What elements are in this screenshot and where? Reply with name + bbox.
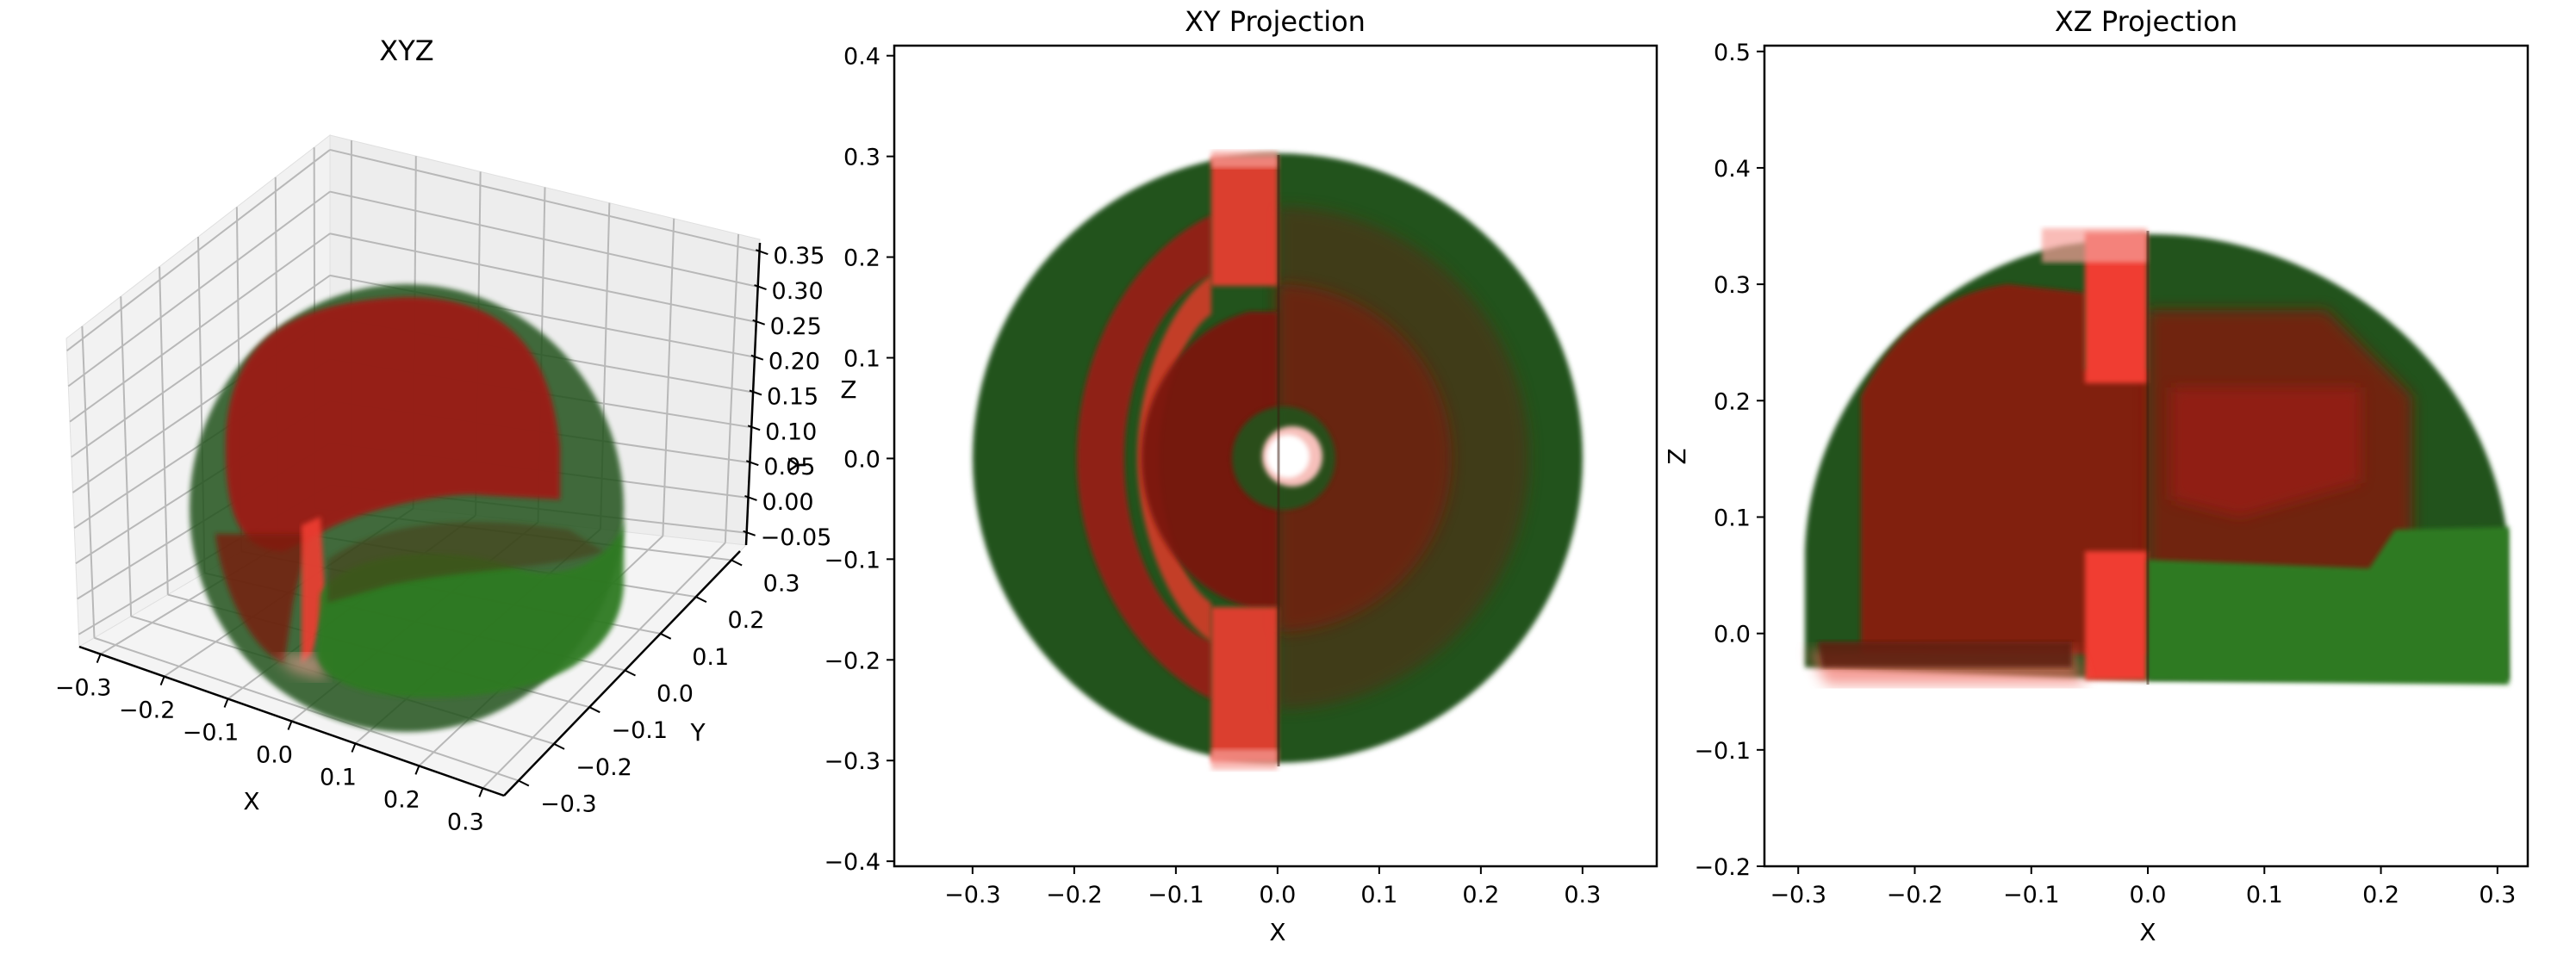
xy-x-label: X — [1269, 918, 1285, 946]
x-tick-label: 0.2 — [2362, 882, 2399, 908]
y-tick-label: 0.4 — [1714, 156, 1751, 183]
xyz-title: XYZ — [379, 34, 433, 67]
xyz-z-tick-label: 0.00 — [762, 489, 813, 516]
xyz-x-tick-label: 0.2 — [383, 786, 420, 813]
xz-title: XZ Projection — [2055, 5, 2237, 38]
xyz-x-tick-label: 0.3 — [447, 809, 484, 835]
xyz-z-tick-label: 0.25 — [770, 313, 822, 340]
xz-y-label: Z — [1663, 448, 1691, 464]
xyz-3d-plot: XYZ −0.3− — [55, 34, 857, 835]
xz-x-label: X — [2139, 918, 2156, 946]
xyz-x-tick-label: −0.3 — [55, 675, 112, 702]
x-tick-label: −0.2 — [1046, 882, 1103, 908]
xyz-y-tick-label: −0.3 — [540, 791, 597, 818]
xyz-y-tick-label: −0.2 — [576, 754, 632, 781]
xy-ticks: −0.3 −0.2 −0.1 0.0 0.1 0.2 0.3 −0.4 −0.3 −0.2 −0.1… — [824, 44, 1601, 908]
xyz-x-tick-label: 0.0 — [256, 742, 293, 769]
xyz-z-axis — [744, 242, 762, 546]
xz-point-cloud — [1805, 228, 2509, 685]
x-tick-label: 0.3 — [2479, 882, 2516, 908]
xyz-point-cloud — [190, 284, 624, 732]
y-tick-label: 0.0 — [843, 446, 880, 473]
xyz-x-tick-label: −0.2 — [119, 698, 176, 724]
xyz-z-tick-label: 0.05 — [763, 454, 815, 480]
xyz-x-tick-label: 0.1 — [320, 764, 357, 790]
y-tick-label: 0.2 — [1714, 388, 1751, 415]
xyz-z-label: Z — [840, 375, 856, 404]
xyz-z-tick-label: −0.05 — [761, 524, 832, 551]
y-tick-label: 0.2 — [843, 245, 880, 272]
x-tick-label: −0.3 — [1770, 882, 1826, 908]
xyz-z-tick-label: 0.35 — [773, 243, 824, 270]
x-tick-label: 0.1 — [2246, 882, 2283, 908]
xyz-ticks: −0.3−0.2−0.10.00.10.20.3−0.3−0.2−0.10.00… — [55, 243, 832, 835]
x-tick-label: −0.2 — [1887, 882, 1944, 908]
y-tick-label: 0.0 — [1714, 622, 1751, 648]
y-tick-label: −0.1 — [1694, 738, 1751, 765]
xy-point-cloud — [973, 151, 1583, 770]
xyz-y-tick-label: 0.0 — [656, 681, 694, 708]
y-tick-label: 0.3 — [1714, 272, 1751, 299]
x-tick-label: −0.1 — [2003, 882, 2060, 908]
x-tick-label: −0.1 — [1148, 882, 1204, 908]
y-tick-label: −0.2 — [1694, 854, 1751, 881]
y-tick-label: −0.3 — [824, 748, 880, 775]
y-tick-label: −0.4 — [824, 849, 880, 876]
xyz-y-tick-label: 0.2 — [727, 607, 764, 634]
xyz-y-axis — [503, 550, 741, 797]
xyz-y-tick-label: 0.3 — [763, 570, 800, 597]
xyz-z-tick-label: 0.30 — [772, 278, 824, 305]
x-tick-label: −0.3 — [944, 882, 1001, 908]
x-tick-label: 0.1 — [1360, 882, 1397, 908]
y-tick-label: 0.1 — [1714, 505, 1751, 531]
xyz-z-tick-label: 0.20 — [768, 349, 820, 375]
x-tick-label: 0.2 — [1462, 882, 1499, 908]
y-tick-label: 0.5 — [1714, 40, 1751, 66]
xy-y-label: Y — [783, 457, 812, 474]
xy-title: XY Projection — [1185, 5, 1366, 38]
xyz-z-tick-label: 0.15 — [767, 384, 818, 411]
xz-ticks: −0.3 −0.2 −0.1 0.0 0.1 0.2 0.3 −0.2 −0.1 0.0 0.1 0.… — [1694, 40, 2516, 908]
y-tick-label: −0.2 — [824, 648, 880, 674]
xy-axes-frame — [893, 44, 1658, 868]
xyz-x-label: X — [243, 787, 259, 815]
y-tick-label: 0.1 — [843, 345, 880, 372]
x-tick-label: 0.3 — [1564, 882, 1601, 908]
xy-projection-plot: XY Projection — [783, 5, 1658, 946]
y-tick-label: −0.1 — [824, 547, 880, 574]
xyz-y-tick-label: −0.1 — [612, 717, 669, 744]
y-tick-label: 0.3 — [843, 145, 880, 171]
xyz-y-label: Y — [689, 718, 706, 747]
x-tick-label: 0.0 — [2130, 882, 2167, 908]
xyz-z-tick-label: 0.10 — [765, 418, 817, 445]
y-tick-label: 0.4 — [843, 44, 880, 71]
xz-projection-plot: XZ Projection −0.3 −0.2 −0.1 0.0 — [1663, 5, 2529, 946]
xyz-y-tick-label: 0.1 — [692, 644, 729, 671]
xyz-x-tick-label: −0.1 — [183, 720, 240, 747]
xz-axes-frame — [1763, 44, 2529, 868]
x-tick-label: 0.0 — [1259, 882, 1296, 908]
